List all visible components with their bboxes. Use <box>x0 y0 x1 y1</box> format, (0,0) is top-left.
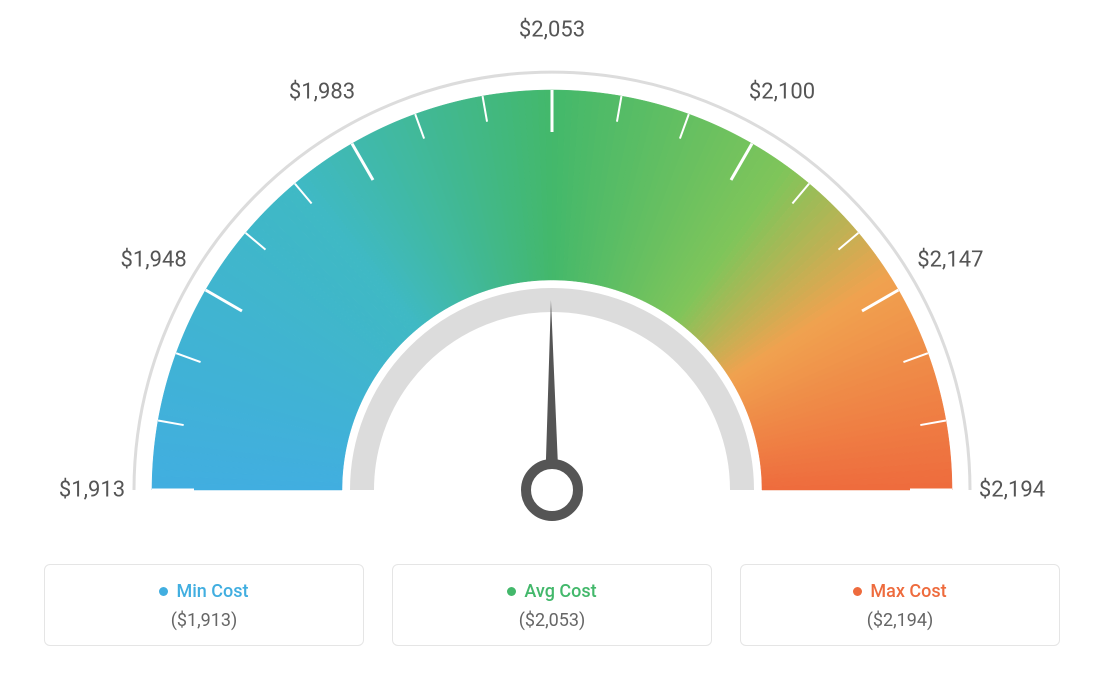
gauge-tick-label: $1,983 <box>289 79 355 104</box>
legend-label-max: Max Cost <box>870 581 946 602</box>
gauge-tick-label: $1,948 <box>121 248 187 273</box>
gauge-tick-label: $2,100 <box>749 79 815 104</box>
gauge-tick-label: $2,194 <box>979 478 1045 503</box>
legend-dot-avg <box>507 587 516 596</box>
gauge-tick-label: $2,147 <box>917 248 983 273</box>
legend-title-max: Max Cost <box>853 581 946 602</box>
legend-card-min: Min Cost ($1,913) <box>44 564 364 646</box>
legend-dot-min <box>159 587 168 596</box>
gauge-svg <box>0 0 1104 560</box>
legend-label-min: Min Cost <box>176 581 248 602</box>
gauge-tick-label: $2,053 <box>519 18 585 43</box>
cost-gauge: $1,913 $1,948 $1,983 $2,053 $2,100 $2,147 $2,1… <box>0 0 1104 560</box>
legend-card-avg: Avg Cost ($2,053) <box>392 564 712 646</box>
gauge-tick-label: $1,913 <box>59 478 125 503</box>
legend-value-min: ($1,913) <box>57 610 351 631</box>
legend-row: Min Cost ($1,913) Avg Cost ($2,053) Max … <box>0 564 1104 646</box>
legend-title-avg: Avg Cost <box>507 581 596 602</box>
gauge-hub <box>526 464 578 516</box>
legend-title-min: Min Cost <box>159 581 248 602</box>
legend-card-max: Max Cost ($2,194) <box>740 564 1060 646</box>
legend-value-avg: ($2,053) <box>405 610 699 631</box>
legend-label-avg: Avg Cost <box>524 581 596 602</box>
legend-value-max: ($2,194) <box>753 610 1047 631</box>
legend-dot-max <box>853 587 862 596</box>
